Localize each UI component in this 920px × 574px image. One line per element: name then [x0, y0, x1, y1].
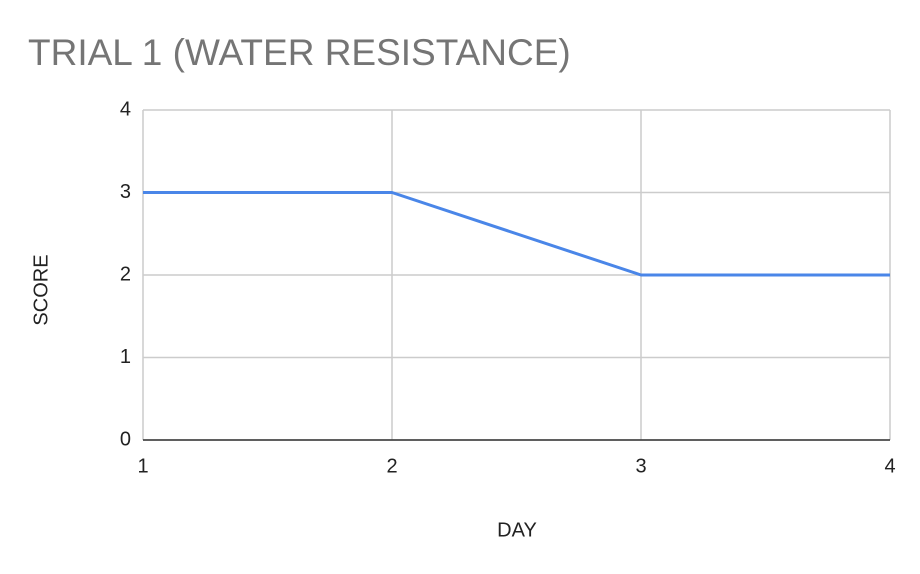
y-tick-label: 0 — [120, 428, 131, 450]
y-tick-label: 3 — [120, 181, 131, 203]
chart-title: TRIAL 1 (WATER RESISTANCE) — [28, 32, 571, 73]
y-tick-label: 4 — [120, 98, 131, 120]
x-tick-label: 1 — [137, 455, 148, 477]
x-tick-label: 4 — [884, 455, 895, 477]
line — [143, 191, 890, 277]
x-tick-label: 2 — [386, 455, 397, 477]
y-tick-label: 2 — [120, 263, 131, 285]
y-tick-label: 1 — [120, 346, 131, 368]
x-tick-label: 3 — [635, 455, 646, 477]
y-axis-label: SCORE — [30, 254, 52, 325]
x-axis-label: DAY — [497, 519, 537, 541]
